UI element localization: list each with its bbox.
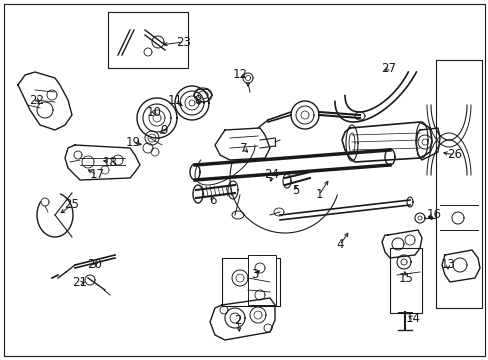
Text: 9: 9 [160,123,167,136]
Text: 18: 18 [102,156,117,168]
Text: 5: 5 [292,184,299,197]
Text: 17: 17 [89,168,104,181]
Text: 22: 22 [29,94,44,107]
Text: 19: 19 [125,136,140,149]
Text: 27: 27 [381,62,396,75]
Text: 7: 7 [240,141,247,154]
Text: 14: 14 [405,311,420,324]
Text: 16: 16 [426,208,441,221]
Text: 13: 13 [440,258,454,271]
Bar [435,60,481,308]
Bar [247,255,275,305]
Text: 24: 24 [264,168,279,181]
Text: 2: 2 [234,314,241,327]
Bar [389,248,421,313]
Text: 26: 26 [447,148,462,162]
Text: 23: 23 [176,36,191,49]
Text: 20: 20 [87,258,102,271]
Text: 6: 6 [209,194,216,207]
Text: 11: 11 [167,94,182,107]
Text: 21: 21 [72,276,87,289]
Text: 15: 15 [398,271,412,284]
Text: 25: 25 [64,198,79,211]
Bar [108,12,187,68]
Text: 3: 3 [251,269,258,282]
Text: 10: 10 [146,105,161,118]
Bar [222,258,280,306]
Text: 8: 8 [194,94,201,107]
Text: 1: 1 [315,189,322,202]
Text: 12: 12 [232,68,247,81]
Text: 4: 4 [336,238,343,252]
